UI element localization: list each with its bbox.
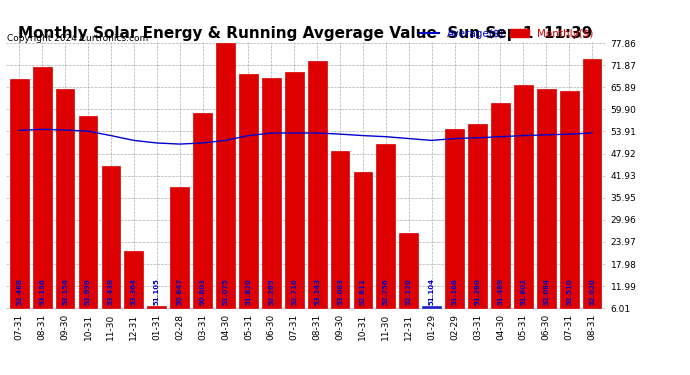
Bar <box>468 124 487 308</box>
Text: Copyright 2024 Curtronics.com: Copyright 2024 Curtronics.com <box>7 34 148 43</box>
Text: 53.699: 53.699 <box>85 279 91 305</box>
Text: 53.364: 53.364 <box>131 278 137 305</box>
Bar <box>353 172 373 308</box>
Bar <box>124 251 144 308</box>
Bar <box>537 89 555 308</box>
Bar <box>514 85 533 308</box>
Bar <box>400 232 418 308</box>
Bar <box>193 113 212 308</box>
Bar <box>331 152 349 308</box>
Text: 53.083: 53.083 <box>337 278 343 305</box>
Legend: Average($), Monthly($): Average($), Monthly($) <box>416 24 598 43</box>
Text: 51.168: 51.168 <box>451 279 457 305</box>
Bar <box>239 74 258 308</box>
Bar <box>216 43 235 308</box>
Text: 52.710: 52.710 <box>291 279 297 305</box>
Title: Monthly Solar Energy & Running Avgerage Value  Sun Sep 1  11:39: Monthly Solar Energy & Running Avgerage … <box>19 26 593 41</box>
Bar <box>170 186 189 308</box>
Text: 52.084: 52.084 <box>543 278 549 305</box>
Bar <box>285 72 304 308</box>
Text: 52.120: 52.120 <box>406 279 412 305</box>
Text: 51.104: 51.104 <box>428 278 435 305</box>
Text: 53.438: 53.438 <box>108 278 114 305</box>
Bar <box>79 116 97 308</box>
Bar <box>33 67 52 308</box>
Bar <box>262 78 281 308</box>
Text: 53.243: 53.243 <box>314 278 320 305</box>
Text: 50.803: 50.803 <box>199 278 206 305</box>
Bar <box>56 89 75 308</box>
Text: 51.489: 51.489 <box>497 278 504 305</box>
Text: 52.285: 52.285 <box>268 279 275 305</box>
Text: 52.488: 52.488 <box>17 278 22 305</box>
Text: 52.020: 52.020 <box>589 279 595 305</box>
Text: 50.847: 50.847 <box>177 278 183 305</box>
Text: 51.075: 51.075 <box>222 279 228 305</box>
Text: 52.811: 52.811 <box>360 279 366 305</box>
Text: 53.154: 53.154 <box>62 278 68 305</box>
Bar <box>101 166 120 308</box>
Bar <box>582 59 602 308</box>
Bar <box>10 80 29 308</box>
Bar <box>308 61 326 308</box>
Text: 51.820: 51.820 <box>246 279 251 305</box>
Text: 52.756: 52.756 <box>383 279 389 305</box>
Text: 51.802: 51.802 <box>520 279 526 305</box>
Bar <box>422 306 441 308</box>
Text: 52.510: 52.510 <box>566 279 572 305</box>
Bar <box>377 144 395 308</box>
Bar <box>491 104 510 308</box>
Bar <box>445 129 464 308</box>
Bar <box>560 91 578 308</box>
Bar <box>148 306 166 308</box>
Text: 53.156: 53.156 <box>39 279 45 305</box>
Text: 51.280: 51.280 <box>475 279 480 305</box>
Text: 51.105: 51.105 <box>154 279 160 305</box>
